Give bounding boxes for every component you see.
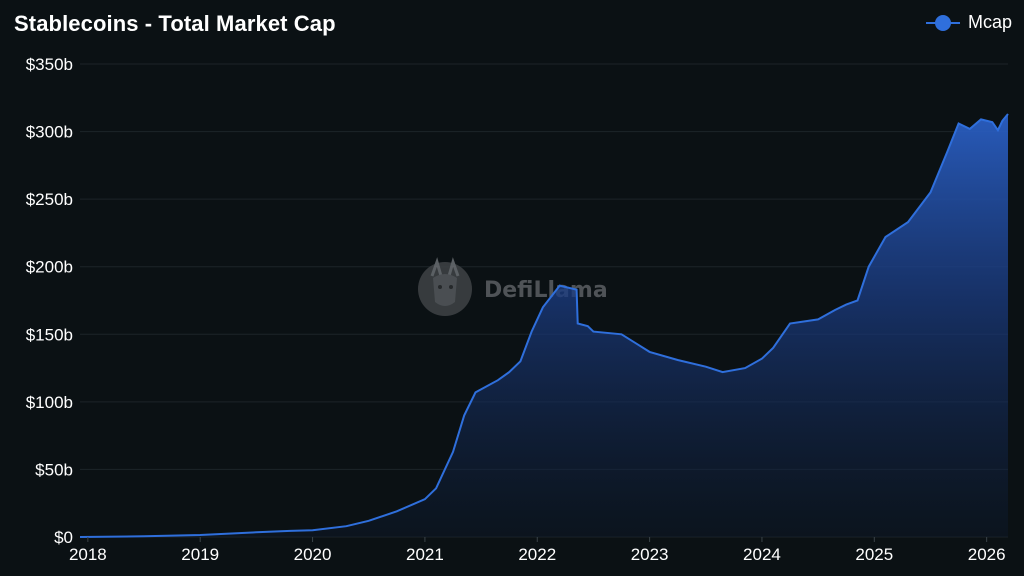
y-tick-label: $150b <box>26 325 73 344</box>
llama-logo-icon <box>418 257 472 316</box>
x-tick-label: 2024 <box>743 545 781 564</box>
x-tick-label: 2026 <box>968 545 1006 564</box>
x-tick-label: 2025 <box>855 545 893 564</box>
series-mcap-line[interactable] <box>79 113 1009 538</box>
x-axis: 2018 2019 2020 2021 2022 2023 2024 2025 2026 <box>69 537 1006 564</box>
x-tick-label: 2020 <box>294 545 332 564</box>
chart-title: Stablecoins - Total Market Cap <box>14 11 336 36</box>
y-tick-label: $200b <box>26 258 73 277</box>
legend[interactable]: Mcap <box>925 12 1012 33</box>
y-tick-label: $350b <box>26 55 73 74</box>
legend-marker-icon <box>925 14 960 31</box>
y-tick-label: $250b <box>26 190 73 209</box>
legend-label-mcap: Mcap <box>967 12 1012 32</box>
y-axis: $0 $50b $100b $150b $200b $250b $300b $350b <box>26 55 73 547</box>
watermark-text: DefiLlama <box>484 278 608 303</box>
y-tick-label: $50b <box>35 460 73 479</box>
series-mcap-area <box>80 114 1008 537</box>
x-tick-label: 2019 <box>181 545 219 564</box>
y-tick-label: $0 <box>54 528 73 547</box>
x-tick-label: 2021 <box>406 545 444 564</box>
watermark: DefiLlama <box>418 257 608 316</box>
y-tick-label: $100b <box>26 393 73 412</box>
x-tick-label: 2018 <box>69 545 107 564</box>
y-tick-label: $300b <box>26 123 73 142</box>
x-tick-label: 2023 <box>631 545 669 564</box>
x-tick-label: 2022 <box>518 545 556 564</box>
